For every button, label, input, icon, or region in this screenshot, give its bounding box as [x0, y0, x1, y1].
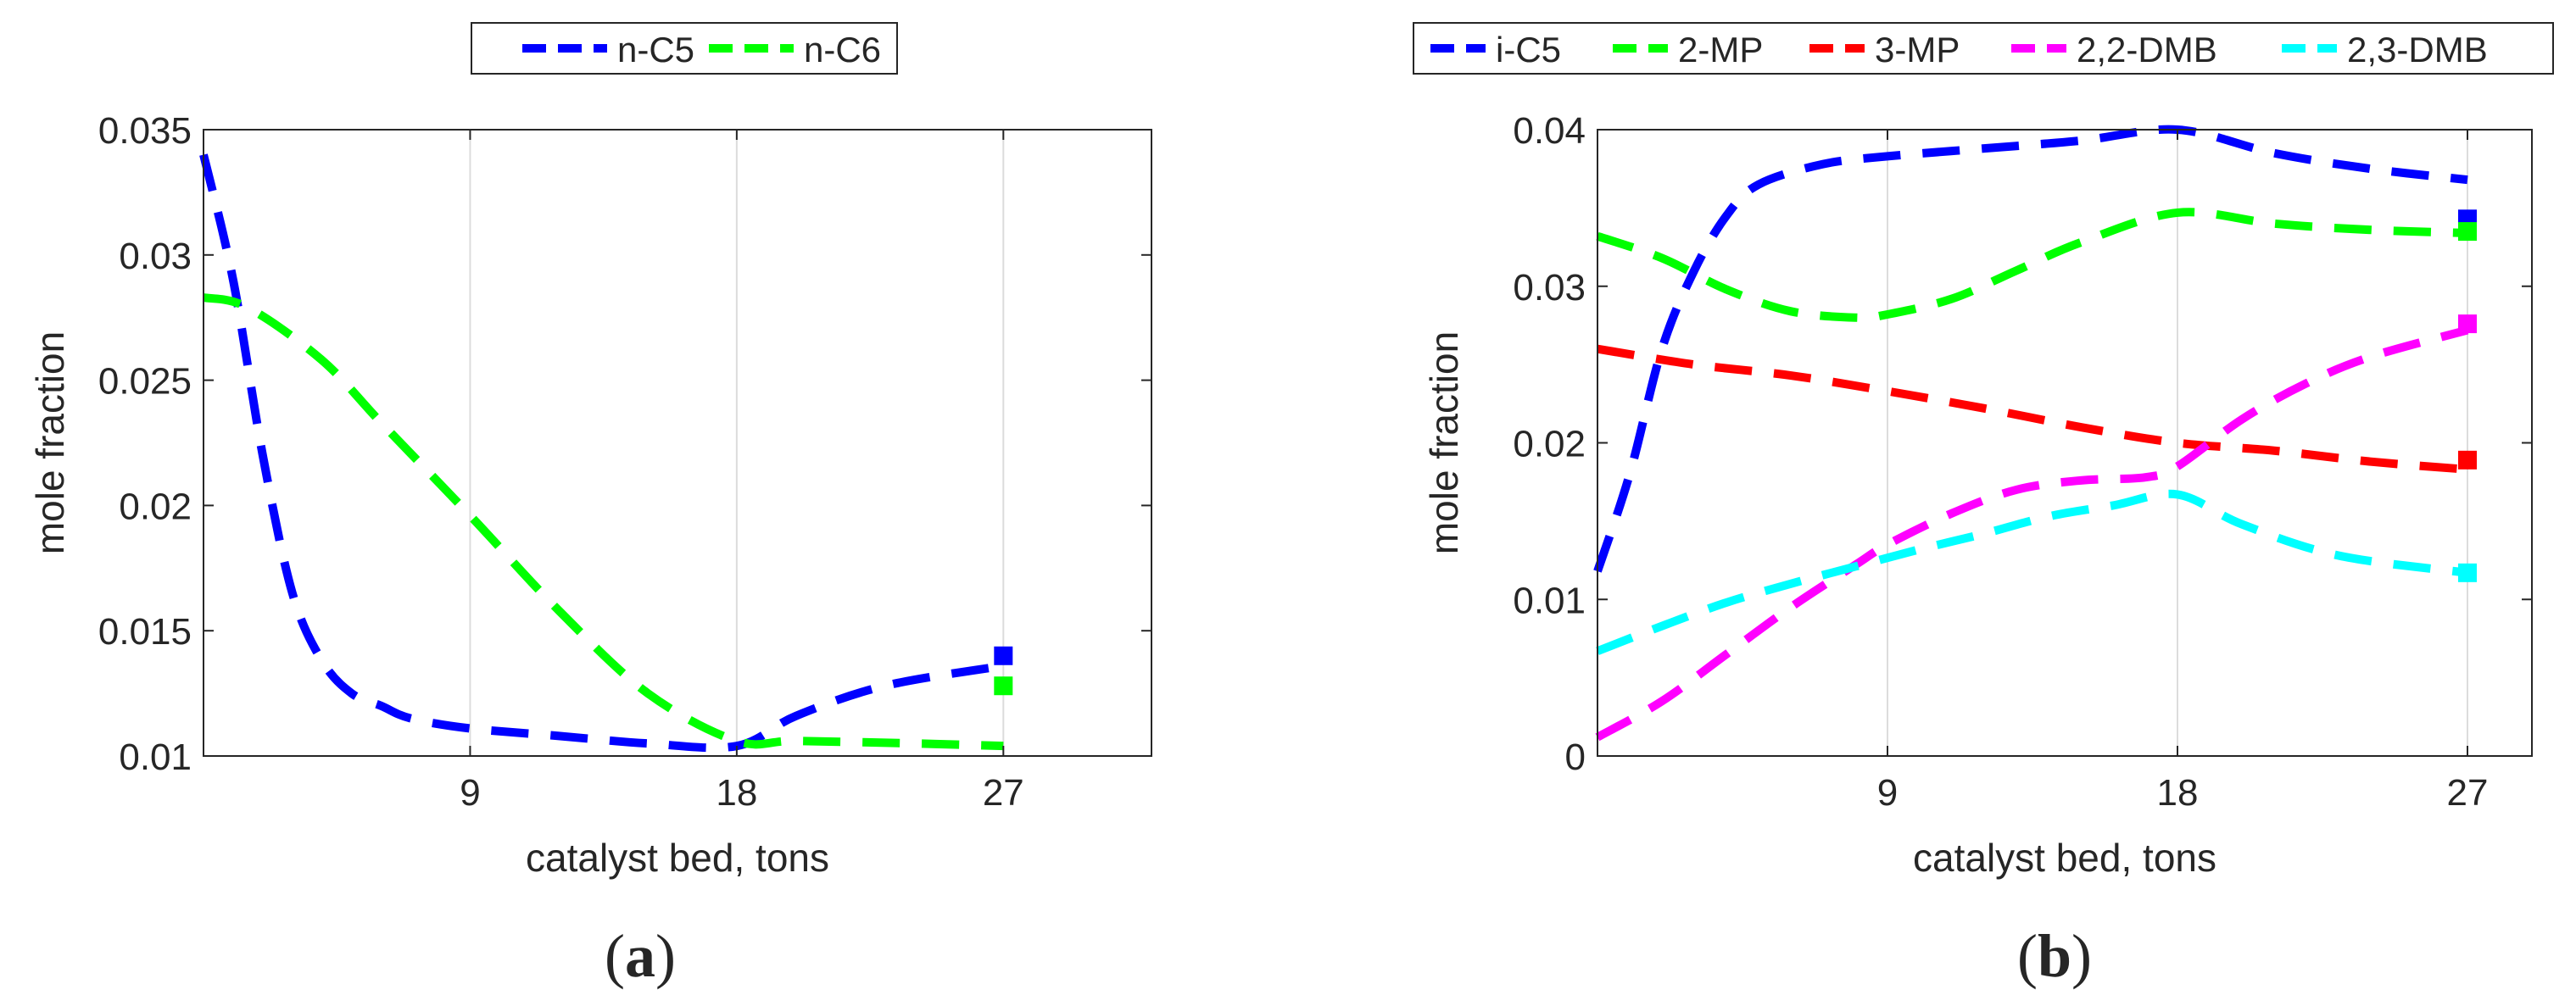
- x-axis-label: catalyst bed, tons: [526, 836, 829, 880]
- plot-area: [1597, 130, 2532, 756]
- y-tick-label: 0.03: [119, 236, 192, 277]
- legend-entry-label: i-C5: [1496, 30, 1561, 69]
- y-tick-label: 0.03: [1513, 267, 1586, 309]
- panel-label: (a): [605, 922, 676, 990]
- series-end-marker-2-mp: [2458, 222, 2477, 242]
- y-tick-label: 0.025: [98, 361, 192, 403]
- x-tick-label: 27: [2447, 772, 2489, 814]
- series-end-marker-2-3-dmb: [2458, 563, 2477, 582]
- legend-entry-label: 2,2-DMB: [2077, 30, 2217, 69]
- y-tick-label: 0.02: [119, 486, 192, 527]
- panel-label-close: ): [2071, 922, 2092, 990]
- x-tick-label: 18: [2157, 772, 2199, 814]
- legend: i-C5 2-MP 3-MP 2,2-DMB 2,3-DMB: [1413, 22, 2554, 75]
- x-tick-label: 9: [460, 772, 480, 814]
- legend: n-C5 n-C6: [471, 22, 898, 75]
- panel-label-letter: a: [625, 922, 655, 990]
- plot-area: [204, 130, 1151, 756]
- series-line-i-c5: [1593, 125, 2468, 573]
- panel-label-open: (: [605, 922, 625, 990]
- x-tick-label: 18: [716, 772, 757, 814]
- axes-frame: [203, 129, 1152, 757]
- y-tick-label: 0: [1565, 737, 1586, 778]
- y-tick-label: 0.02: [1513, 424, 1586, 465]
- y-tick-label: 0.01: [1513, 580, 1586, 621]
- legend-box: [1413, 22, 2554, 75]
- x-axis-label: catalyst bed, tons: [1913, 836, 2216, 880]
- y-tick-label: 0.01: [119, 737, 192, 778]
- y-tick-label: 0.04: [1513, 110, 1586, 152]
- series-line-2-mp: [1596, 208, 2468, 322]
- legend-entry-label: 3-MP: [1875, 30, 1960, 69]
- series-line-n-c5: [199, 153, 1005, 753]
- legend-entry-label: 2,3-DMB: [2347, 30, 2488, 69]
- y-axis-label: mole fraction: [28, 331, 72, 554]
- legend-entry-label: 2-MP: [1678, 30, 1763, 69]
- legend-entry-label: n-C5: [617, 30, 694, 69]
- series-line-2-2-dmb: [1595, 325, 2469, 742]
- x-tick-label: 9: [1877, 772, 1898, 814]
- y-tick-label: 0.015: [98, 611, 192, 653]
- series-line-2-3-dmb: [1596, 489, 2468, 655]
- legend-entry-label: n-C6: [804, 30, 881, 69]
- panel-b: 0 0.01 0.02 0.03 0.04 9 18 27 catalyst bed, tons…: [1413, 22, 2554, 990]
- panel-label-open: (: [2017, 922, 2038, 990]
- panel-label-letter: b: [2038, 922, 2071, 990]
- y-tick-label: 0.035: [98, 110, 192, 152]
- panel-label-close: ): [655, 922, 676, 990]
- panel-label: (b): [2017, 922, 2092, 990]
- series-line-3-mp: [1597, 344, 2468, 474]
- series-end-marker-n-c5: [994, 646, 1013, 665]
- y-axis-label: mole fraction: [1422, 331, 1466, 554]
- series-end-marker-3-mp: [2458, 450, 2477, 470]
- series-end-marker-n-c6: [994, 676, 1013, 696]
- series-end-marker-2-2-dmb: [2458, 314, 2477, 334]
- panel-a: 0.01 0.015 0.02 0.025 0.03 0.035 9 18 27 catalyst…: [28, 22, 1152, 990]
- series-line-n-c6: [202, 293, 1004, 751]
- x-tick-label: 27: [983, 772, 1024, 814]
